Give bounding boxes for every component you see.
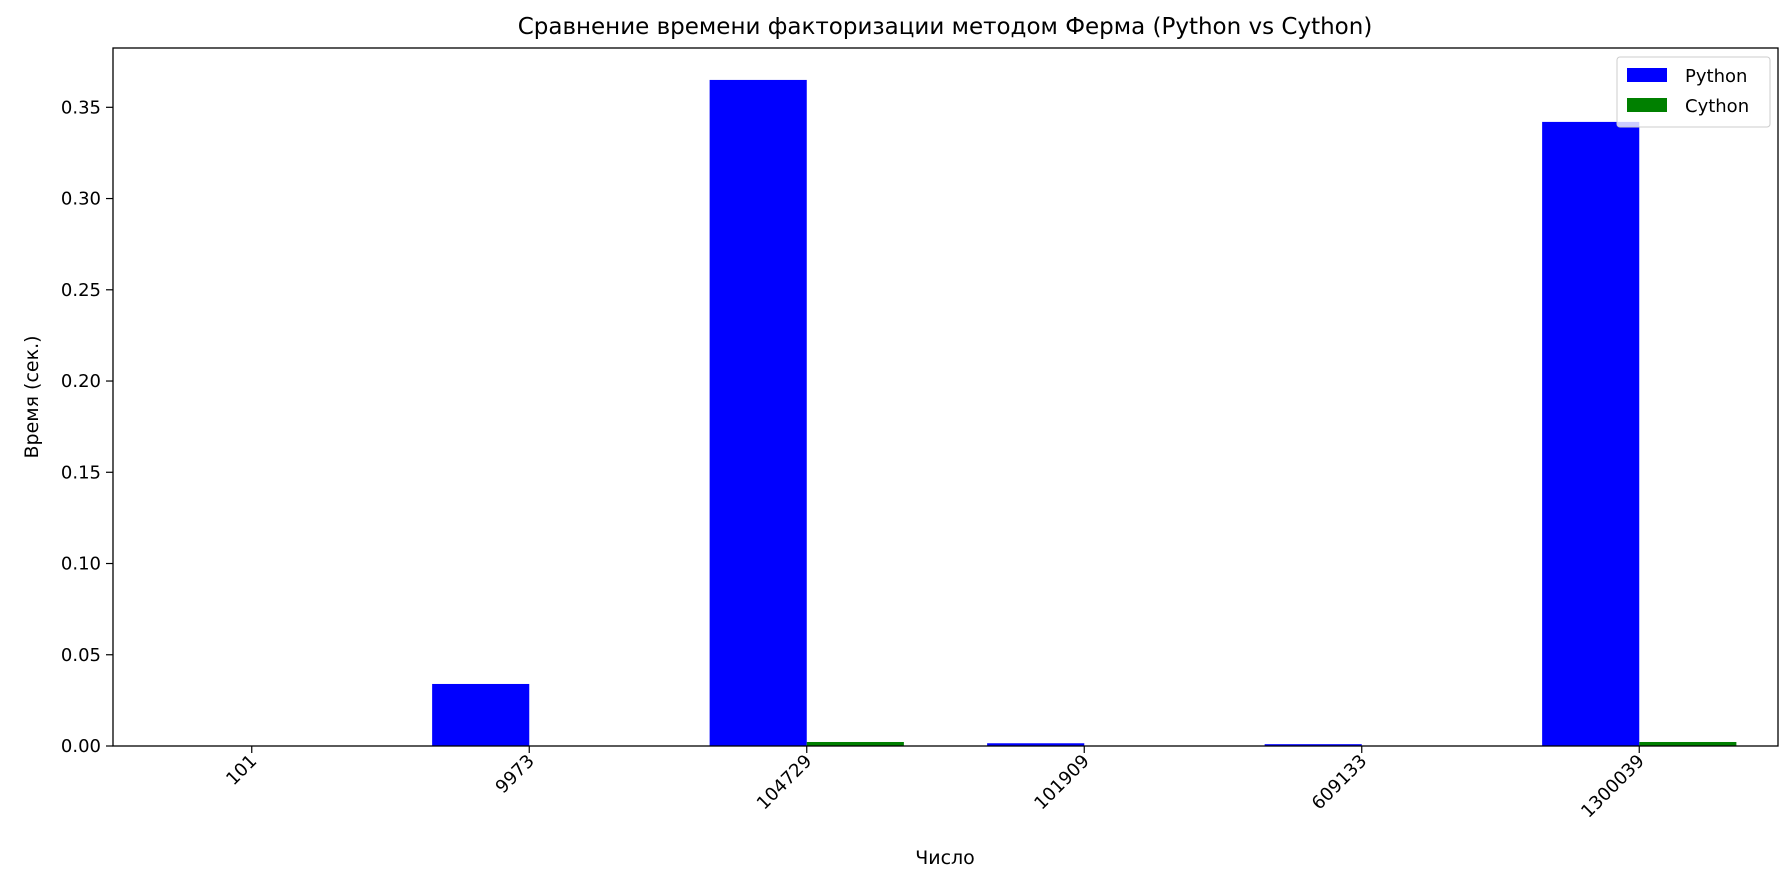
chart-title: Сравнение времени факторизации методом Ф… [518, 14, 1373, 40]
x-tick-label: 104729 [753, 751, 816, 814]
legend-label-python: Python [1685, 66, 1747, 87]
bar-cython-1300039 [1639, 741, 1737, 746]
legend-label-cython: Cython [1685, 96, 1749, 117]
bar-python-9973 [432, 683, 530, 746]
legend-swatch-cython [1627, 98, 1667, 112]
y-tick-label: 0.30 [61, 189, 101, 210]
y-axis: 0.00 0.05 0.10 0.15 0.20 0.25 0.30 0.35 [61, 97, 113, 757]
bar-python-101909 [987, 743, 1085, 746]
y-tick-label: 0.15 [61, 462, 101, 483]
x-axis: 101 9973 104729 101909 609133 1300039 [222, 746, 1649, 822]
bar-python-1300039 [1542, 121, 1640, 746]
y-tick-label: 0.25 [61, 280, 101, 301]
legend-swatch-python [1627, 68, 1667, 82]
y-tick-label: 0.10 [61, 554, 101, 575]
bar-cython-104729 [806, 741, 904, 746]
x-tick-label: 609133 [1308, 751, 1371, 814]
y-tick-label: 0.05 [61, 645, 101, 666]
y-axis-label: Время (сек.) [21, 335, 43, 458]
legend: Python Cython [1616, 56, 1771, 128]
y-tick-label: 0.35 [61, 97, 101, 118]
x-tick-label: 101 [222, 751, 261, 790]
x-tick-label: 101909 [1030, 751, 1093, 814]
bar-python-104729 [709, 79, 807, 747]
plot-frame [112, 47, 1779, 747]
y-tick-label: 0.00 [61, 736, 101, 757]
plot-area [432, 79, 1737, 747]
x-axis-label: Число [915, 847, 975, 869]
bar-python-609133 [1264, 744, 1362, 746]
y-tick-label: 0.20 [61, 371, 101, 392]
x-tick-label: 1300039 [1577, 751, 1649, 823]
x-tick-label: 9973 [492, 751, 539, 798]
